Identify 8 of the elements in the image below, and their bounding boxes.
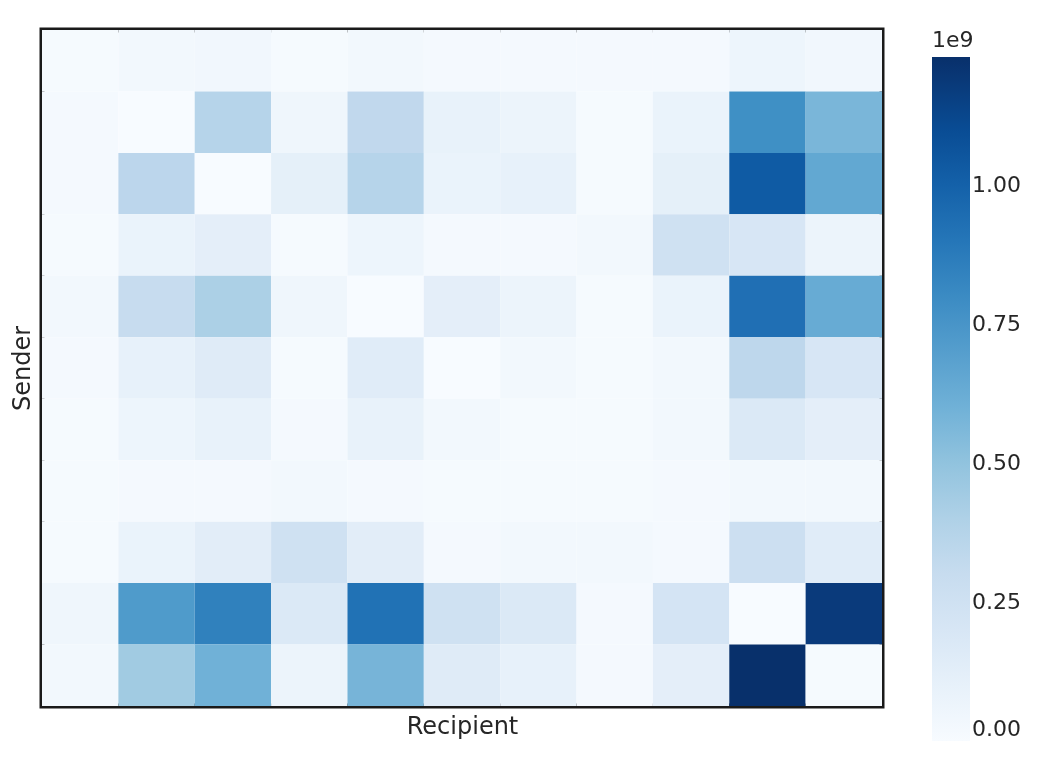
color-bar-label: 0.25	[972, 588, 1021, 614]
color-bar-label: 1.00	[972, 171, 1021, 197]
color-bar-label: 0.50	[972, 449, 1021, 475]
color-bar-label: 0.75	[972, 310, 1021, 336]
y-axis-title: Sender	[7, 325, 36, 412]
color-bar-title: 1e9	[932, 27, 974, 52]
x-axis-title: Recipient	[406, 711, 519, 740]
color-bar-label: 0.00	[972, 716, 1021, 741]
